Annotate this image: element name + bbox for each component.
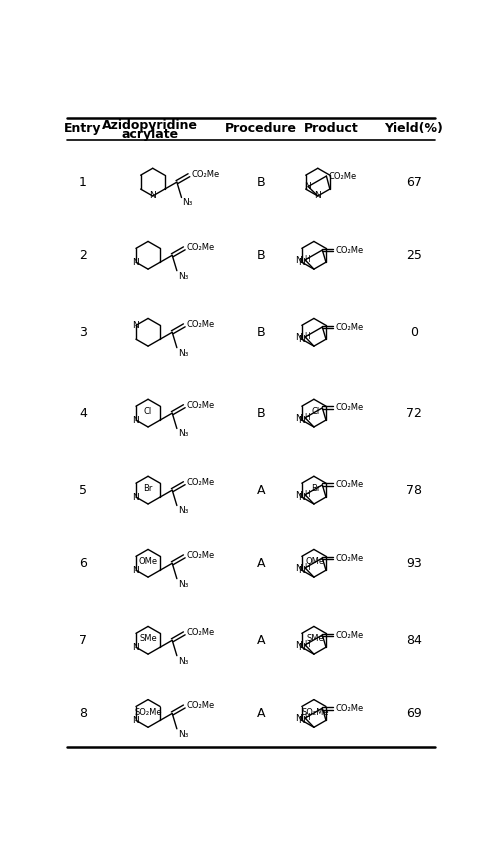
Text: OMe: OMe (139, 557, 158, 566)
Text: H: H (304, 255, 310, 263)
Text: 78: 78 (406, 484, 422, 496)
Text: B: B (257, 326, 266, 338)
Text: Entry: Entry (64, 122, 102, 135)
Text: CO₂Me: CO₂Me (336, 554, 364, 562)
Text: 2: 2 (79, 249, 87, 262)
Text: H: H (304, 563, 310, 571)
Text: N₃: N₃ (182, 198, 193, 208)
Text: CO₂Me: CO₂Me (187, 320, 215, 329)
Text: N: N (298, 257, 305, 267)
Text: N: N (133, 493, 139, 501)
Text: Procedure: Procedure (225, 122, 297, 135)
Text: 4: 4 (79, 407, 87, 419)
Text: CO₂Me: CO₂Me (187, 551, 215, 560)
Text: 72: 72 (406, 407, 422, 419)
Text: B: B (257, 407, 266, 419)
Text: N: N (295, 333, 302, 342)
Text: N: N (133, 257, 139, 267)
Text: N: N (133, 415, 139, 425)
Text: CO₂Me: CO₂Me (336, 704, 364, 712)
Text: N: N (295, 564, 302, 573)
Text: 69: 69 (406, 707, 422, 720)
Text: N₃: N₃ (178, 272, 188, 280)
Text: H: H (304, 490, 310, 499)
Text: N: N (298, 643, 305, 652)
Text: N: N (133, 565, 139, 575)
Text: CO₂Me: CO₂Me (329, 171, 357, 181)
Text: acrylate: acrylate (122, 128, 179, 141)
Text: N₃: N₃ (178, 580, 188, 588)
Text: 6: 6 (79, 557, 87, 570)
Text: CO₂Me: CO₂Me (336, 403, 364, 413)
Text: N: N (304, 182, 311, 191)
Text: CO₂Me: CO₂Me (187, 243, 215, 252)
Text: CO₂Me: CO₂Me (187, 478, 215, 487)
Text: CO₂Me: CO₂Me (187, 701, 215, 711)
Text: N: N (298, 415, 305, 425)
Text: OMe: OMe (306, 557, 325, 566)
Text: SO₂Me: SO₂Me (302, 707, 329, 717)
Text: CO₂Me: CO₂Me (187, 401, 215, 410)
Text: H: H (304, 640, 310, 649)
Text: N: N (295, 714, 302, 723)
Text: 8: 8 (79, 707, 87, 720)
Text: Cl: Cl (144, 407, 152, 416)
Text: N: N (133, 716, 139, 725)
Text: 7: 7 (79, 634, 87, 647)
Text: A: A (257, 707, 266, 720)
Text: N: N (298, 493, 305, 501)
Text: CO₂Me: CO₂Me (191, 170, 220, 179)
Text: H: H (304, 413, 310, 422)
Text: A: A (257, 634, 266, 647)
Text: CO₂Me: CO₂Me (187, 628, 215, 637)
Text: B: B (257, 249, 266, 262)
Text: N₃: N₃ (178, 730, 188, 738)
Text: N: N (133, 643, 139, 652)
Text: Cl: Cl (311, 407, 319, 416)
Text: N: N (133, 321, 139, 330)
Text: N₃: N₃ (178, 430, 188, 438)
Text: N: N (149, 192, 156, 201)
Text: A: A (257, 484, 266, 496)
Text: CO₂Me: CO₂Me (336, 630, 364, 640)
Text: H: H (304, 713, 310, 722)
Text: Azidopyridine: Azidopyridine (102, 119, 198, 132)
Text: N: N (295, 641, 302, 650)
Text: CO₂Me: CO₂Me (336, 322, 364, 332)
Text: N: N (315, 192, 321, 201)
Text: Br: Br (311, 484, 320, 493)
Text: N₃: N₃ (178, 657, 188, 666)
Text: N: N (295, 491, 302, 500)
Text: Yield(%): Yield(%) (385, 122, 443, 135)
Text: Br: Br (144, 484, 153, 493)
Text: 5: 5 (79, 484, 87, 496)
Text: 67: 67 (406, 176, 422, 188)
Text: N₃: N₃ (178, 349, 188, 358)
Text: Product: Product (304, 122, 358, 135)
Text: SO₂Me: SO₂Me (134, 707, 162, 717)
Text: N: N (295, 257, 302, 265)
Text: SMe: SMe (139, 635, 157, 643)
Text: 3: 3 (79, 326, 87, 338)
Text: 1: 1 (79, 176, 87, 188)
Text: CO₂Me: CO₂Me (336, 246, 364, 255)
Text: 93: 93 (406, 557, 422, 570)
Text: SMe: SMe (307, 635, 324, 643)
Text: H: H (304, 332, 310, 341)
Text: N₃: N₃ (178, 506, 188, 516)
Text: N: N (298, 565, 305, 575)
Text: N: N (295, 414, 302, 423)
Text: CO₂Me: CO₂Me (336, 480, 364, 490)
Text: N: N (298, 335, 305, 344)
Text: 0: 0 (410, 326, 418, 338)
Text: 84: 84 (406, 634, 422, 647)
Text: 25: 25 (406, 249, 422, 262)
Text: N: N (298, 716, 305, 725)
Text: B: B (257, 176, 266, 188)
Text: A: A (257, 557, 266, 570)
